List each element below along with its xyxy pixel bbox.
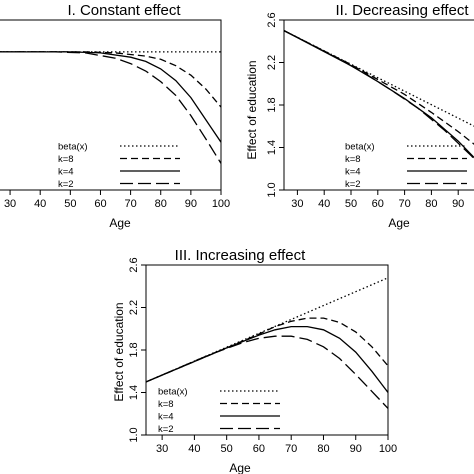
legend-label: k=8 [345,154,361,165]
y-axis-label: Effect of education [112,302,126,401]
plot-frame [0,19,222,191]
x-axis-label: Age [109,216,131,230]
x-tick-label: 40 [34,198,46,210]
plot-frame [145,264,389,436]
series-line-k-8 [0,51,221,108]
x-tick-label: 60 [253,443,265,455]
x-tick-label: 30 [4,198,16,210]
x-tick-label: 60 [372,198,384,210]
x-tick-label: 40 [188,443,200,455]
y-tick-label: 1.8 [128,342,140,357]
y-tick-label: 2.6 [128,257,140,272]
series-line-k-4 [284,30,474,159]
legend-label: k=2 [58,179,74,190]
panel-title: II. Decreasing effect [335,2,469,19]
x-tick-label: 90 [452,198,464,210]
y-tick-label: 1.4 [128,385,140,400]
x-tick-label: 50 [64,198,76,210]
x-tick-label: 80 [425,198,437,210]
y-tick-label: 2.2 [266,55,278,70]
x-tick-label: 80 [317,443,329,455]
legend-label: k=2 [345,179,361,190]
legend-label: k=4 [158,412,174,423]
panel-constant-effect: I. Constant effect Age 30 40 50 60 70 80 90 100… [0,2,230,230]
x-tick-label: 40 [318,198,330,210]
x-tick-label: 70 [398,198,410,210]
x-tick-label: 80 [155,198,167,210]
x-tick-label: 50 [345,198,357,210]
series-line-k-8 [146,317,388,383]
y-tick-label: 1.8 [266,97,278,112]
series-line-k-8 [284,30,474,145]
x-tick-label: 90 [185,198,197,210]
y-tick-label: 1.4 [266,140,278,155]
series-line-k-4 [0,51,221,143]
legend: beta(x)k=8 k=4k=2 [345,142,467,190]
y-tick-label: 2.6 [266,12,278,27]
x-tick-label: 70 [285,443,297,455]
series-line-k-2 [284,30,474,161]
y-axis-label: Effect of education [245,60,259,159]
legend-label: k=8 [158,399,174,410]
x-tick-label: 100 [212,198,230,210]
x-axis-label: Age [388,216,410,230]
x-tick-label: 30 [156,443,168,455]
panel-decreasing-effect: II. Decreasing effect Age Effect of educ… [245,2,474,230]
legend-label: k=2 [158,424,174,435]
y-tick-label: 2.2 [128,300,140,315]
panel-title: I. Constant effect [67,2,181,19]
legend-label: k=4 [345,167,361,178]
legend-label: beta(x) [345,142,375,153]
legend-label: k=4 [58,167,74,178]
legend: beta(x)k=8 k=4k=2 [158,387,280,435]
series-line-k-2 [0,51,221,164]
legend-label: beta(x) [158,387,188,398]
series-line-k-2 [146,335,388,409]
panel-title: III. Increasing effect [175,247,306,264]
panel-increasing-effect: III. Increasing effect Age Effect of edu… [112,247,397,474]
y-tick-label: 1.0 [128,427,140,442]
x-axis-label: Age [229,461,251,474]
legend-label: beta(x) [58,142,88,153]
x-tick-label: 100 [379,443,397,455]
y-tick-label: 1.0 [266,182,278,197]
x-tick-label: 50 [221,443,233,455]
x-tick-label: 30 [291,198,303,210]
legend: beta(x)k=8 k=4k=2 [58,142,180,190]
series-line-k-4 [146,325,388,393]
x-tick-label: 90 [350,443,362,455]
x-tick-label: 60 [94,198,106,210]
legend-label: k=8 [58,154,74,165]
x-tick-label: 70 [124,198,136,210]
